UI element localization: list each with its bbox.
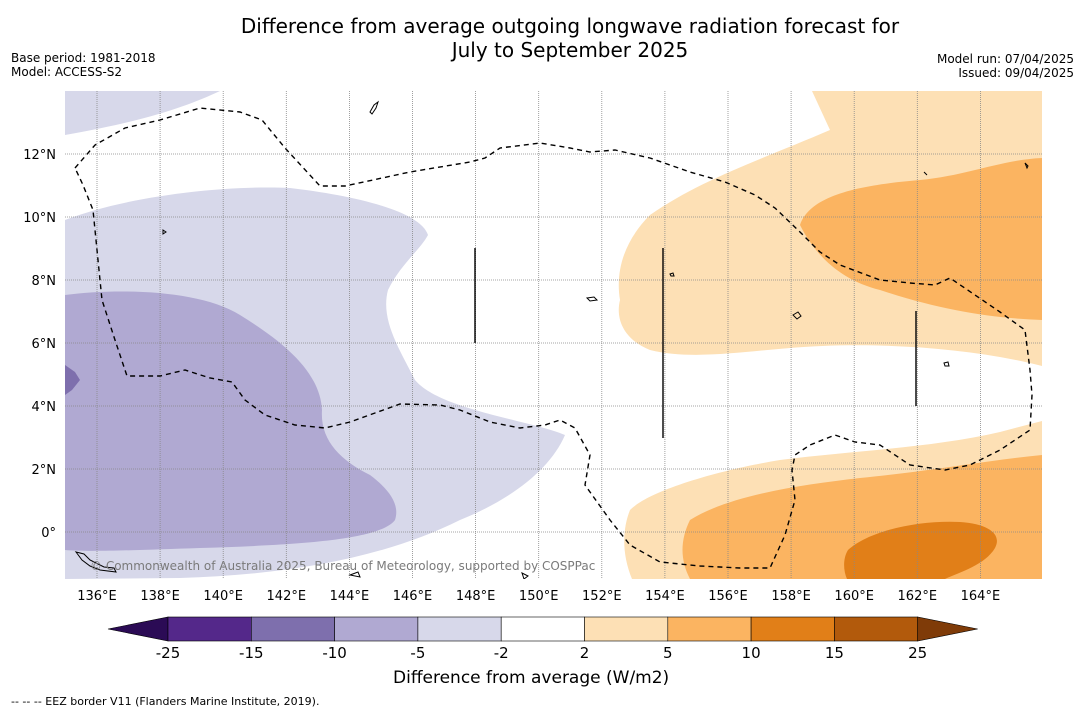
lon-tick-label: 164°E [961,589,1001,604]
lat-tick-label: 0° [41,526,56,541]
lon-tick-label: 146°E [393,589,433,604]
colorbar-tick-label: 5 [663,644,673,662]
title-line-1: Difference from average outgoing longwav… [240,14,900,38]
colorbar-tick-label: -25 [156,644,181,662]
island-small-d [669,272,675,277]
colorbar-segment [834,616,919,642]
colorbar-tick-label: -10 [322,644,347,662]
colorbar-segment [667,616,752,642]
lat-tick-label: 10°N [23,211,56,226]
title-line-2: July to September 2025 [451,38,689,62]
island-small-h [348,571,361,578]
island-small-g [923,171,928,176]
lon-tick-label: 138°E [140,589,180,604]
lon-tick-label: 140°E [203,589,243,604]
anomaly-region-light-purple-north [65,91,220,135]
colorbar-title: Difference from average (W/m2) [393,668,670,688]
copyright-notice: © Commonwealth of Australia 2025, Bureau… [90,559,595,573]
lon-tick-label: 162°E [898,589,938,604]
colorbar-tick-label: -5 [410,644,425,662]
lon-tick-label: 156°E [708,589,748,604]
lon-tick-label: 150°E [519,589,559,604]
island-small-f [1024,162,1029,170]
colorbar-segment [584,616,669,642]
lon-tick-label: 136°E [77,589,117,604]
island-small-a [162,229,167,235]
colorbar-extend-high [917,616,978,642]
island-northwest [369,100,379,115]
lat-tick-label: 6°N [32,337,57,352]
colorbar: -25 -15 -10 -5 -2 2 5 10 15 25 [107,616,978,662]
issued-date-text: Issued: 09/04/2025 [958,66,1074,80]
island-southwest-group [74,551,117,573]
lon-tick-label: 152°E [582,589,622,604]
graticule [65,91,1042,579]
vertical-marker-lines [474,248,917,438]
colorbar-segment [251,616,335,642]
colorbar-tick-label: 15 [825,644,844,662]
lon-tick-label: 158°E [771,589,811,604]
eez-border [74,107,1033,569]
anomaly-region-dark-orange-south [844,521,997,579]
lat-tick-label: 2°N [32,463,57,478]
island-small-b [585,296,599,302]
colorbar-tick-label: -2 [494,644,509,662]
lon-tick-label: 154°E [645,589,685,604]
anomaly-region-dark-purple [65,365,80,395]
model-name-text: Model: ACCESS-S2 [11,65,123,79]
anomaly-region-medium-orange-north [800,158,1042,320]
colorbar-segment [500,616,585,642]
island-small-c [943,361,950,367]
lon-tick-label: 148°E [456,589,496,604]
lat-tick-label: 4°N [32,400,57,415]
model-info: Base period: 1981-2018 Model: ACCESS-S2 [11,51,156,79]
map-title: Difference from average outgoing longwav… [0,14,1085,62]
run-info: Model run: 07/04/2025 Issued: 09/04/2025 [937,52,1074,80]
colorbar-tick-label: -15 [239,644,264,662]
lon-tick-label: 142°E [267,589,307,604]
model-run-text: Model run: 07/04/2025 [936,52,1074,66]
anomaly-region-medium-purple [65,291,397,551]
colorbar-segment [334,616,419,642]
island-small-e [521,572,529,579]
colorbar-segment [167,616,252,642]
colorbar-tick-label: 25 [908,644,927,662]
colorbar-tick-label: 2 [580,644,590,662]
colorbar-segment [417,616,502,642]
lon-tick-label: 160°E [834,589,874,604]
map-area: © Commonwealth of Australia 2025, Bureau… [65,91,1042,579]
base-period-text: Base period: 1981-2018 [11,51,156,65]
islands [74,100,1029,579]
eez-legend-note: -- -- -- EEZ border V11 (Flanders Marine… [11,695,320,708]
colorbar-extend-low [107,616,169,642]
lat-tick-label: 8°N [32,274,57,289]
axis-ticks: 136°E 138°E 140°E 142°E 144°E 146°E 148°E 150°E… [23,148,1000,604]
lon-tick-label: 144°E [330,589,370,604]
island-east [792,311,802,320]
colorbar-segment [750,616,835,642]
colorbar-tick-label: 10 [742,644,761,662]
lat-tick-label: 12°N [23,148,56,163]
